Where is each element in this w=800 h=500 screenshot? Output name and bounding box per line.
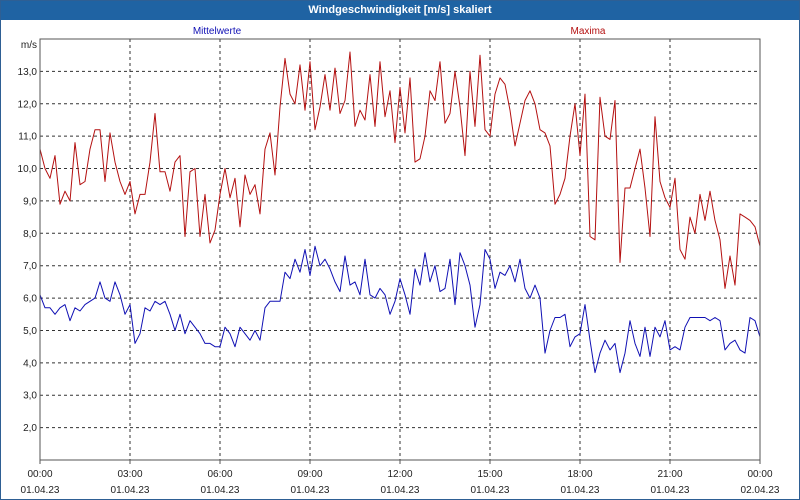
x-tick-time: 21:00 [657, 469, 682, 480]
x-tick-time: 09:00 [297, 469, 322, 480]
y-tick-label: 11,0 [18, 132, 37, 143]
x-tick-time: 18:00 [567, 469, 592, 480]
y-tick-label: 8,0 [23, 229, 37, 240]
grid-layer [39, 39, 761, 464]
y-tick-label: 12,0 [18, 99, 38, 110]
y-tick-label: 3,0 [23, 391, 37, 402]
x-tick-date: 01.04.23 [471, 485, 510, 496]
legend-mittelwerte: Mittelwerte [193, 26, 242, 37]
y-tick-label: 6,0 [23, 294, 37, 305]
x-tick-time: 15:00 [477, 469, 502, 480]
x-tick-time: 00:00 [747, 469, 772, 480]
series-line-mittelwerte [39, 245, 761, 374]
y-tick-label: 7,0 [23, 261, 37, 272]
x-tick-time: 12:00 [387, 469, 412, 480]
x-tick-time: 03:00 [117, 469, 142, 480]
x-tick-time: 06:00 [207, 469, 232, 480]
series-line-maxima [39, 51, 761, 289]
y-tick-label: 2,0 [23, 423, 37, 434]
title-bar: Windgeschwindigkeit [m/s] skaliert [1, 1, 799, 20]
x-tick-date: 01.04.23 [21, 485, 60, 496]
x-tick-date: 01.04.23 [111, 485, 150, 496]
y-tick-label: 5,0 [23, 326, 37, 337]
series-layer [39, 51, 761, 374]
y-tick-label: 9,0 [23, 196, 37, 207]
x-tick-date: 01.04.23 [651, 485, 690, 496]
x-tick-date: 01.04.23 [201, 485, 240, 496]
plot-area-frame [39, 38, 761, 461]
x-tick-date: 01.04.23 [291, 485, 330, 496]
x-tick-time: 00:00 [27, 469, 52, 480]
y-tick-label: 4,0 [23, 358, 37, 369]
x-tick-date: 01.04.23 [381, 485, 420, 496]
x-tick-date: 02.04.23 [741, 485, 780, 496]
y-tick-label: 13,0 [18, 67, 38, 78]
x-tick-date: 01.04.23 [561, 485, 600, 496]
y-axis-unit-label: m/s [21, 40, 37, 51]
y-tick-label: 10,0 [18, 164, 38, 175]
label-layer: 2,0 3,0 4,0 5,0 6,0 7,0 8,0 9,0 10,0 11,0 12,0 13,0… [18, 67, 780, 496]
legend-maxima: Maxima [570, 26, 605, 37]
